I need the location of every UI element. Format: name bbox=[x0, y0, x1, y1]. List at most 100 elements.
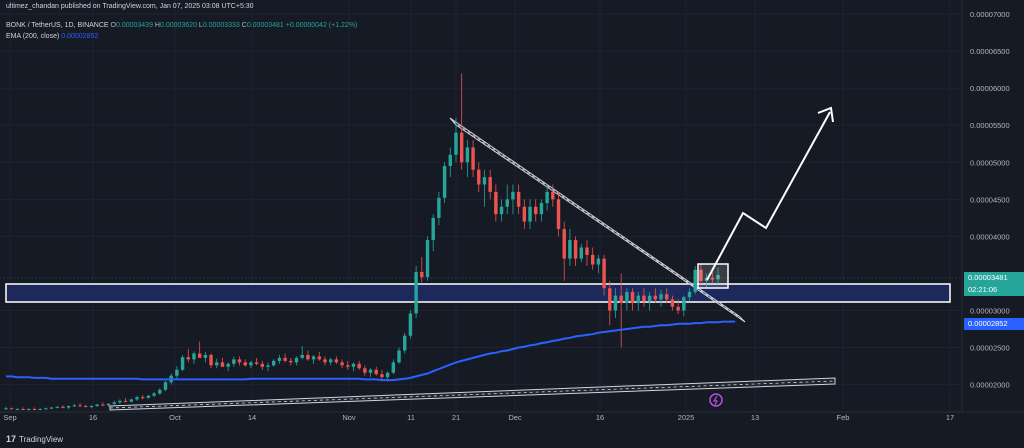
brand-label: TradingView bbox=[19, 434, 64, 444]
candle-body bbox=[368, 369, 373, 373]
candle-body bbox=[522, 206, 527, 222]
candle-body bbox=[408, 313, 413, 336]
candle-body bbox=[118, 400, 122, 403]
candle-body bbox=[283, 357, 287, 361]
time-tick-label: 11 bbox=[407, 413, 415, 422]
candle-body bbox=[328, 359, 333, 363]
tradingview-logo-icon: 17 bbox=[6, 434, 17, 444]
candle-body bbox=[665, 294, 669, 300]
candle-body bbox=[710, 277, 715, 280]
event-marker-icon[interactable] bbox=[709, 393, 723, 407]
candle-body bbox=[351, 363, 356, 367]
candle-body bbox=[72, 405, 77, 407]
candle-body bbox=[414, 271, 418, 314]
ema-200-line bbox=[6, 320, 736, 382]
o-label: O bbox=[110, 22, 116, 29]
candle-body bbox=[237, 359, 242, 363]
candle-body bbox=[488, 177, 492, 192]
candle-body bbox=[716, 274, 720, 280]
candle-series bbox=[4, 73, 720, 411]
candle-body bbox=[659, 294, 663, 300]
support-zone[interactable] bbox=[5, 283, 951, 303]
candle-body bbox=[15, 409, 20, 411]
time-tick-label: 16 bbox=[89, 413, 97, 422]
time-tick-label: 21 bbox=[452, 413, 460, 422]
price-tick-label: 0.00005000 bbox=[970, 158, 1010, 167]
candle-body bbox=[38, 409, 42, 411]
candle-body bbox=[44, 408, 48, 410]
candle-body bbox=[630, 291, 635, 304]
arrow-head-icon bbox=[817, 106, 834, 123]
candle-body bbox=[636, 295, 640, 304]
candle-body bbox=[243, 362, 247, 366]
candle-body bbox=[21, 409, 25, 411]
candle-body bbox=[249, 362, 253, 366]
time-tick-label: Nov bbox=[342, 413, 356, 422]
candle-body bbox=[625, 291, 629, 304]
candle-body bbox=[146, 395, 151, 398]
c-label: C bbox=[241, 22, 247, 29]
candle-body bbox=[163, 382, 168, 390]
candle-body bbox=[431, 217, 435, 241]
price-tick-label: 0.00005500 bbox=[970, 121, 1010, 130]
time-tick-label: Sep bbox=[3, 413, 16, 422]
candle-body bbox=[226, 363, 230, 367]
candle-body bbox=[693, 269, 697, 292]
current-candle-box[interactable] bbox=[697, 263, 729, 289]
ema-legend[interactable]: EMA (200, close) 0.00002852 bbox=[6, 33, 98, 40]
candle-body bbox=[203, 354, 208, 358]
candle-body bbox=[9, 408, 14, 410]
candle-body bbox=[397, 350, 401, 363]
candle-body bbox=[106, 403, 111, 406]
candle-body bbox=[437, 197, 441, 218]
price-tick-label: 0.00006000 bbox=[970, 84, 1010, 93]
candle-body bbox=[477, 169, 481, 185]
candle-body bbox=[152, 393, 156, 396]
candle-body bbox=[89, 406, 94, 408]
ohlc-line: BONK / TetherUS, 1D, BINANCE O0.00003439… bbox=[6, 22, 357, 29]
change-value: +0.00000042 (+1.22%) bbox=[285, 22, 358, 29]
projection-arrow[interactable] bbox=[706, 111, 831, 281]
candle-body bbox=[95, 404, 99, 407]
candle-body bbox=[346, 365, 350, 367]
o-value: 0.00003439 bbox=[115, 22, 153, 29]
candle-body bbox=[129, 399, 134, 402]
ema-label: EMA (200, close) bbox=[6, 33, 60, 40]
candle-body bbox=[112, 402, 116, 404]
candle-body bbox=[585, 247, 589, 255]
candle-body bbox=[300, 354, 304, 358]
candle-body bbox=[27, 409, 31, 411]
h-label: H bbox=[154, 22, 160, 29]
candle-body bbox=[175, 369, 179, 376]
price-tick-label: 0.00002500 bbox=[970, 344, 1010, 353]
candle-body bbox=[363, 368, 367, 373]
ascending-trendline[interactable] bbox=[109, 377, 836, 411]
l-label: L bbox=[198, 22, 203, 29]
candle-body bbox=[254, 362, 259, 364]
candle-body bbox=[471, 147, 475, 170]
current-price-label: 0.00003481 bbox=[964, 272, 1024, 284]
time-tick-label: 14 bbox=[248, 413, 256, 422]
tradingview-footer[interactable]: 17 TradingView bbox=[6, 434, 63, 444]
candle-body bbox=[499, 206, 504, 215]
candle-body bbox=[215, 362, 219, 366]
candle-body bbox=[186, 357, 190, 360]
candle-body bbox=[197, 353, 202, 358]
publisher-line: ultimez_chandan published on TradingView… bbox=[6, 3, 254, 10]
candle-body bbox=[101, 404, 105, 406]
candle-body bbox=[482, 177, 487, 185]
candle-body bbox=[340, 362, 344, 366]
candle-body bbox=[687, 291, 692, 298]
price-tick-label: 0.00003000 bbox=[970, 306, 1010, 315]
descending-channel[interactable] bbox=[449, 117, 746, 323]
ema-price-label: 0.00002852 bbox=[964, 318, 1024, 330]
candle-body bbox=[78, 405, 82, 407]
time-tick-label: 16 bbox=[596, 413, 604, 422]
candle-body bbox=[289, 360, 293, 363]
time-tick-label: 13 bbox=[751, 413, 759, 422]
candle-body bbox=[534, 206, 538, 215]
symbol-label: BONK / TetherUS, 1D, BINANCE bbox=[6, 22, 109, 29]
candle-body bbox=[192, 353, 196, 360]
